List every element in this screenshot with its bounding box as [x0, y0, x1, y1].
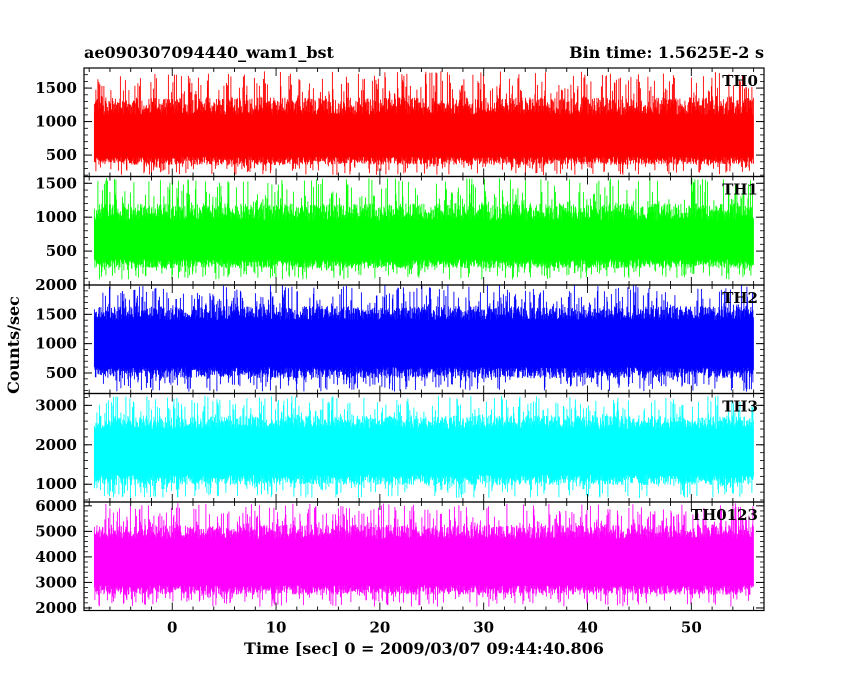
- x-tick-label: 40: [577, 619, 598, 637]
- x-tick-label: 10: [266, 619, 287, 637]
- y-tick-label: 3000: [35, 396, 77, 414]
- x-axis-label: Time [sec] 0 = 2009/03/07 09:44:40.806: [244, 639, 604, 658]
- y-tick-label: 2000: [35, 436, 77, 454]
- y-tick-label: 500: [46, 146, 77, 164]
- panel-th3: 1000 2000 3000 TH3: [35, 392, 765, 503]
- y-tick-label: 500: [46, 242, 77, 260]
- panel-label-th0123: TH0123: [691, 506, 758, 524]
- panel-label-th3: TH3: [722, 398, 758, 416]
- y-tick-label: 500: [46, 364, 77, 382]
- panel-frame: [83, 501, 765, 612]
- chart-title-right: Bin time: 1.5625E-2 s: [569, 43, 764, 62]
- y-tick-label: 0: [67, 276, 77, 294]
- panel-th1: 0 500 1000 1500 TH1: [35, 174, 765, 294]
- y-tick-label: 1500: [35, 305, 77, 323]
- series-th0123: [93, 503, 754, 607]
- y-tick-label: 2000: [35, 276, 77, 294]
- y-tick-label: 2000: [35, 599, 77, 617]
- y-tick-label: 1500: [35, 174, 77, 192]
- chart-title-left: ae090307094440_wam1_bst: [84, 43, 335, 62]
- y-tick-label: 1000: [35, 208, 77, 226]
- panel-th2: 500 1000 1500 2000 TH2: [35, 276, 765, 395]
- x-tick-label: 30: [473, 619, 494, 637]
- y-tick-label: 5000: [35, 522, 77, 540]
- y-tick-label: 4000: [35, 548, 77, 566]
- x-tick-label: 50: [681, 619, 702, 637]
- series-th0: [93, 71, 754, 176]
- y-tick-label: 3000: [35, 573, 77, 591]
- x-tick-label: 20: [369, 619, 390, 637]
- y-tick-label: 1000: [35, 113, 77, 131]
- panel-th0: 500 1000 1500 TH0: [35, 67, 765, 178]
- series-th3: [93, 395, 754, 498]
- panel-label-th1: TH1: [722, 181, 758, 199]
- x-tick-label: 0: [167, 619, 177, 637]
- panel-label-th0: TH0: [722, 72, 758, 90]
- y-tick-label: 1500: [35, 79, 77, 97]
- panel-label-th2: TH2: [722, 289, 758, 307]
- y-axis-label: Counts/sec: [4, 296, 23, 394]
- series-th2: [93, 285, 754, 392]
- panel-th0123: 2000 3000 4000 5000 6000 TH0123: [35, 497, 765, 617]
- series-th1: [93, 177, 754, 280]
- y-tick-label: 1000: [35, 335, 77, 353]
- y-tick-label: 1000: [35, 475, 77, 493]
- y-tick-label: 6000: [35, 497, 77, 515]
